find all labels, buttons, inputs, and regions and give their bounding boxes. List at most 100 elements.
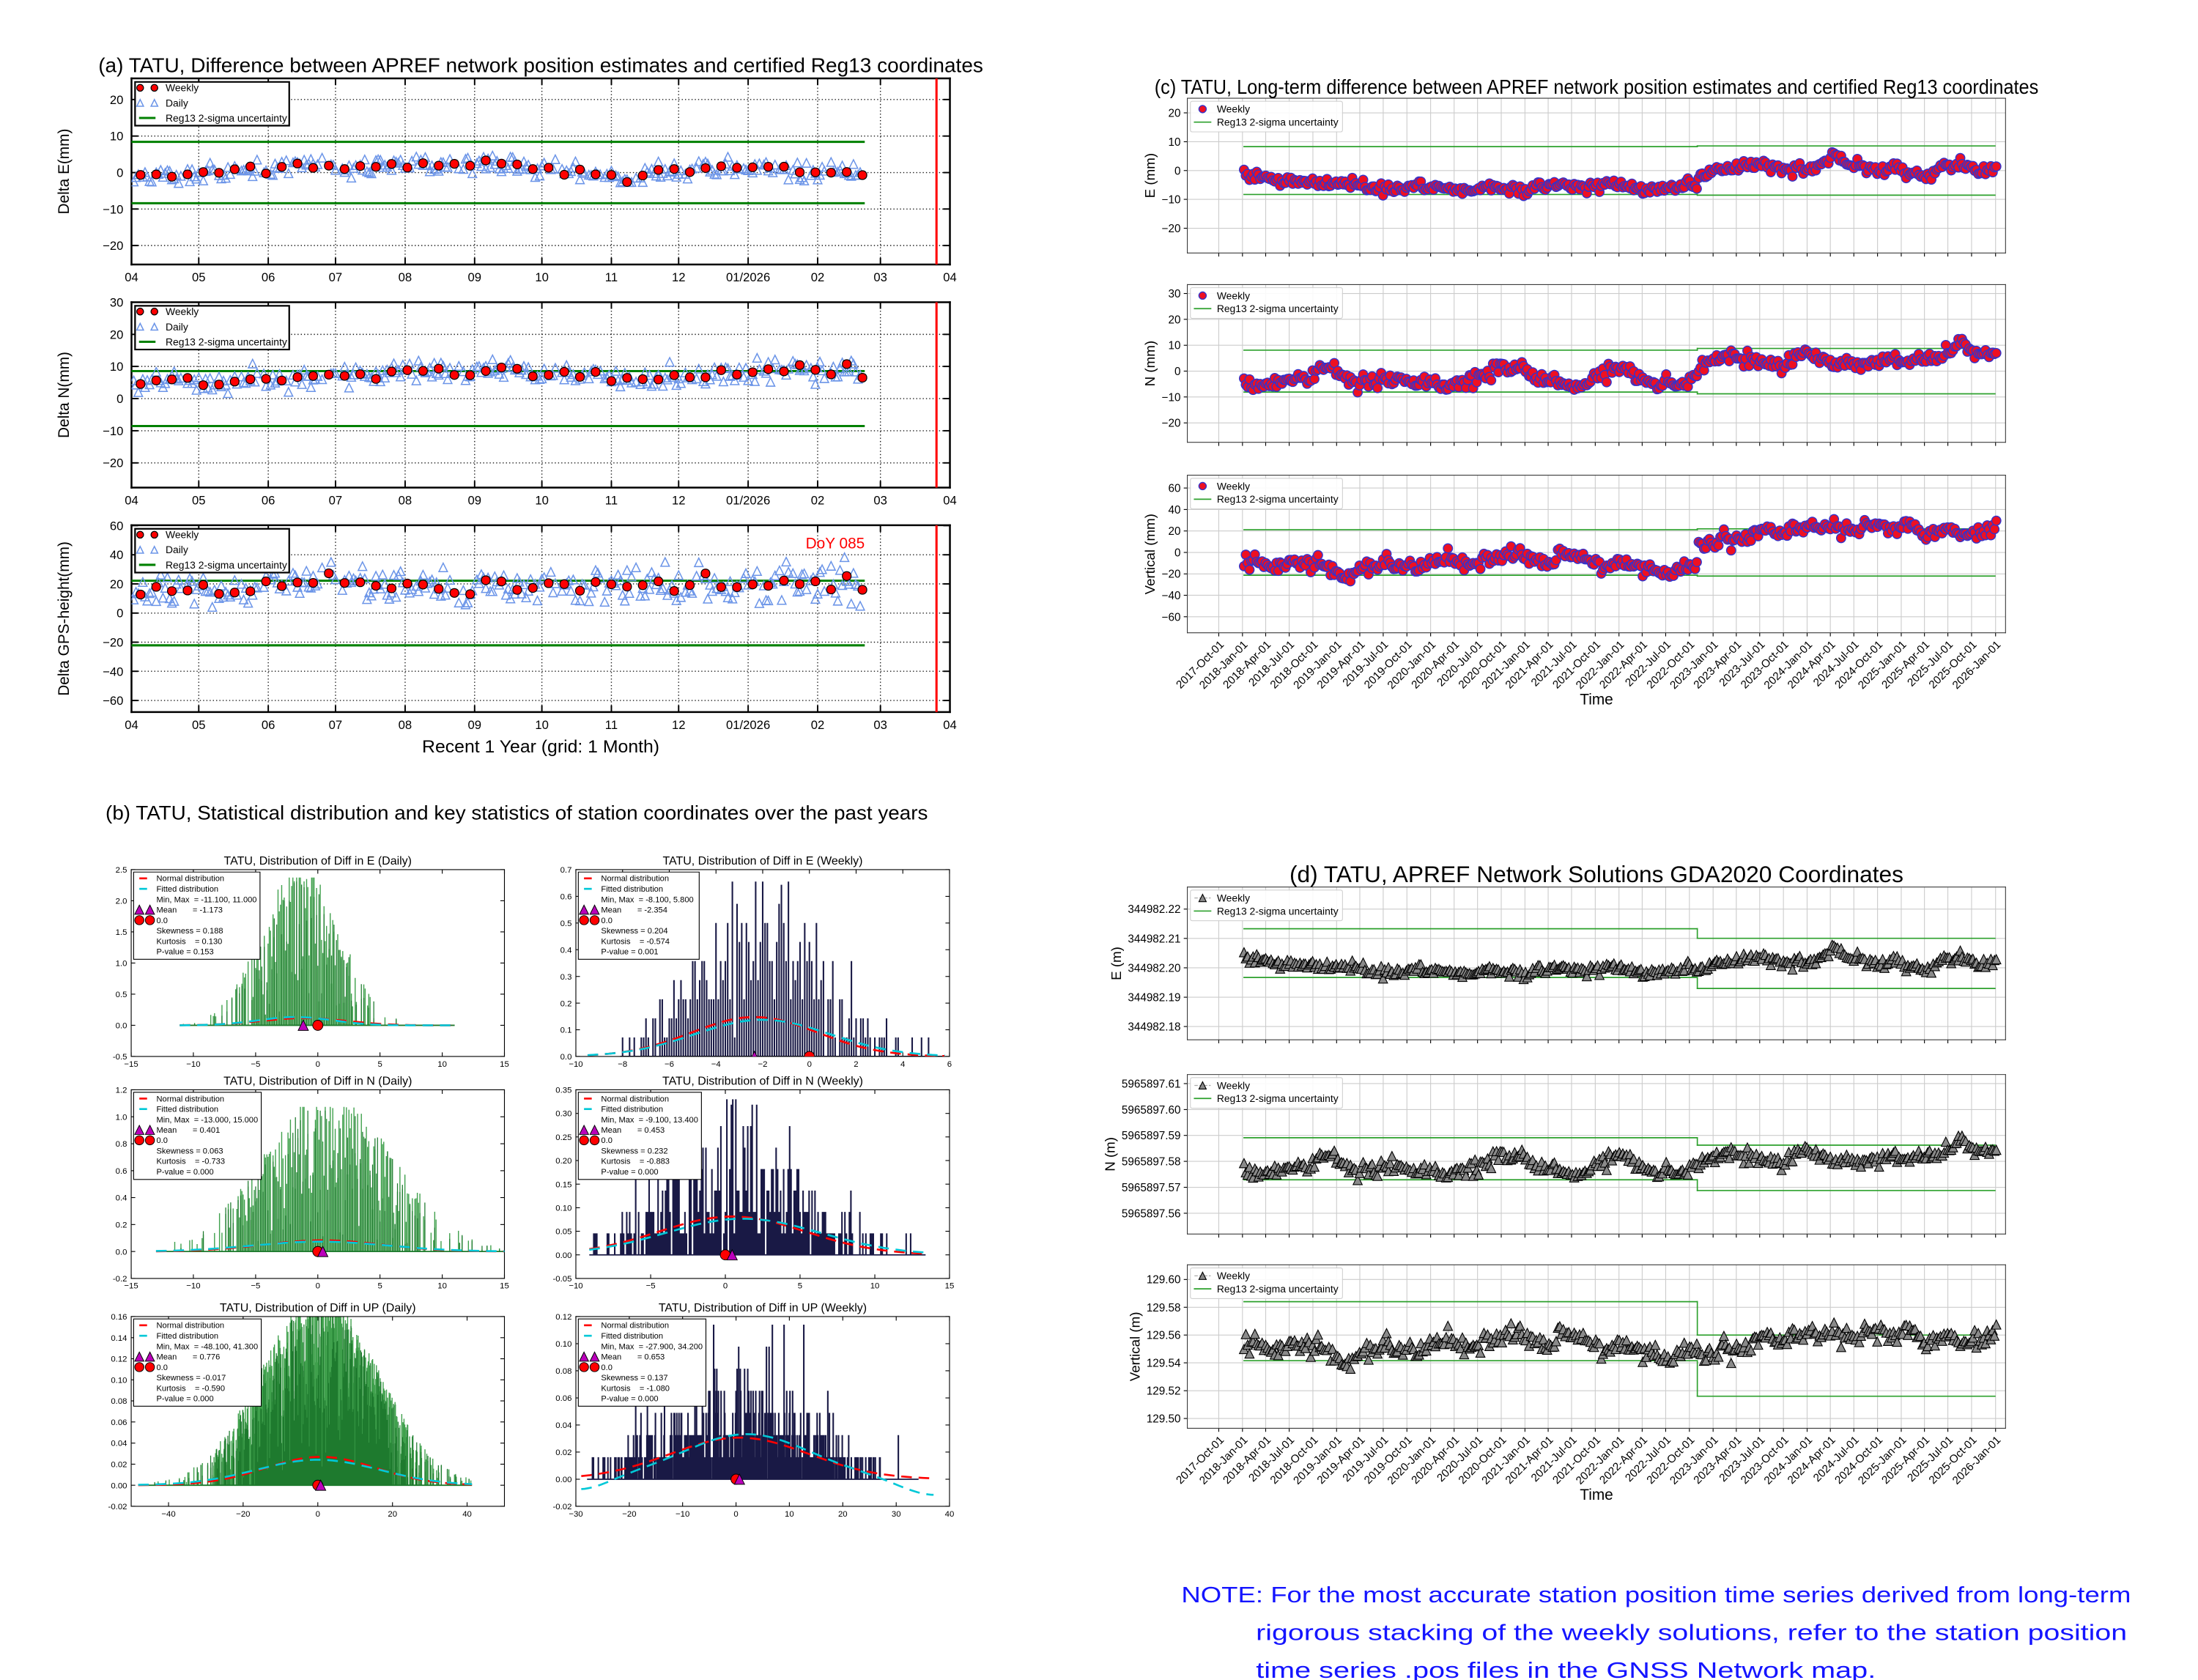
svg-text:0.0: 0.0	[601, 917, 612, 925]
svg-text:Kurtosis = -0.574: Kurtosis = -0.574	[601, 937, 670, 946]
svg-text:0.14: 0.14	[111, 1334, 127, 1343]
svg-text:P-value = 0.001: P-value = 0.001	[601, 947, 658, 956]
svg-text:−40: −40	[161, 1510, 175, 1519]
svg-text:Kurtosis = -0.733: Kurtosis = -0.733	[157, 1158, 226, 1166]
svg-text:0.08: 0.08	[555, 1367, 571, 1376]
svg-text:TATU, Distribution of Diff in: TATU, Distribution of Diff in N (Weekly)	[662, 1076, 863, 1088]
svg-text:Fitted distribution: Fitted distribution	[601, 1332, 663, 1341]
svg-text:0.00: 0.00	[555, 1476, 571, 1484]
svg-text:Reg13 2-sigma uncertainty: Reg13 2-sigma uncertainty	[1217, 1092, 1339, 1104]
svg-text:02: 02	[811, 494, 825, 508]
svg-text:Mean = 0.453: Mean = 0.453	[601, 1126, 665, 1135]
svg-text:Weekly: Weekly	[1217, 103, 1250, 115]
svg-text:10: 10	[535, 494, 549, 508]
svg-text:02: 02	[811, 270, 825, 284]
svg-text:0.4: 0.4	[116, 1194, 127, 1203]
svg-text:−20: −20	[103, 456, 123, 470]
svg-text:N (mm): N (mm)	[1142, 341, 1158, 386]
svg-text:20: 20	[110, 577, 124, 591]
svg-text:05: 05	[192, 718, 206, 732]
svg-text:5: 5	[377, 1282, 382, 1291]
svg-text:−5: −5	[646, 1282, 656, 1291]
svg-text:0.6: 0.6	[560, 892, 572, 901]
svg-text:0.0: 0.0	[157, 1363, 168, 1372]
svg-text:6: 6	[947, 1060, 952, 1069]
svg-text:Normal distribution: Normal distribution	[601, 1095, 669, 1103]
svg-text:Reg13 2-sigma uncertainty: Reg13 2-sigma uncertainty	[1217, 116, 1339, 128]
svg-text:rigorous stacking of the weekl: rigorous stacking of the weekly solution…	[1256, 1620, 2127, 1645]
svg-text:−40: −40	[1162, 590, 1181, 602]
svg-text:11: 11	[605, 494, 618, 508]
svg-text:Skewness = 0.204: Skewness = 0.204	[601, 927, 667, 936]
svg-text:0.12: 0.12	[111, 1355, 127, 1364]
svg-text:1.0: 1.0	[116, 960, 127, 969]
svg-text:10: 10	[535, 718, 549, 732]
svg-text:09: 09	[468, 718, 482, 732]
svg-text:12: 12	[672, 494, 686, 508]
svg-text:0.00: 0.00	[555, 1251, 571, 1260]
svg-text:Reg13 2-sigma uncertainty: Reg13 2-sigma uncertainty	[166, 336, 287, 347]
svg-text:0.0: 0.0	[157, 1136, 168, 1145]
svg-text:Normal distribution: Normal distribution	[157, 1095, 225, 1103]
svg-text:−10: −10	[676, 1510, 689, 1519]
svg-text:(d) TATU, APREF Network Soluti: (d) TATU, APREF Network Solutions GDA202…	[1289, 862, 1903, 887]
svg-text:10: 10	[1169, 136, 1181, 149]
svg-text:0.1: 0.1	[560, 1026, 572, 1035]
svg-text:08: 08	[399, 494, 412, 508]
svg-text:0: 0	[316, 1060, 320, 1069]
svg-text:−10: −10	[103, 424, 123, 438]
svg-text:0: 0	[1174, 366, 1181, 378]
svg-text:0.3: 0.3	[560, 973, 572, 982]
svg-text:Kurtosis = -0.883: Kurtosis = -0.883	[601, 1158, 670, 1166]
svg-text:0.2: 0.2	[560, 999, 572, 1008]
svg-text:04: 04	[943, 494, 957, 508]
svg-text:Min, Max = -8.100, 5.800: Min, Max = -8.100, 5.800	[601, 895, 693, 904]
svg-text:−15: −15	[124, 1282, 138, 1291]
svg-text:0.6: 0.6	[116, 1167, 127, 1176]
svg-text:40: 40	[945, 1510, 955, 1519]
svg-text:5965897.57: 5965897.57	[1122, 1182, 1181, 1194]
svg-text:0.4: 0.4	[560, 946, 572, 955]
svg-text:04: 04	[943, 718, 957, 732]
svg-text:01/2026: 01/2026	[726, 718, 770, 732]
svg-text:0.0: 0.0	[560, 1053, 572, 1062]
svg-text:344982.22: 344982.22	[1128, 903, 1180, 916]
svg-text:Skewness = 0.063: Skewness = 0.063	[157, 1147, 223, 1156]
svg-text:Mean = 0.401: Mean = 0.401	[157, 1126, 221, 1135]
svg-text:−20: −20	[1162, 223, 1181, 235]
svg-text:Reg13 2-sigma uncertainty: Reg13 2-sigma uncertainty	[166, 112, 287, 124]
svg-text:Normal distribution: Normal distribution	[601, 1322, 669, 1331]
svg-text:0: 0	[116, 392, 123, 406]
svg-text:5965897.60: 5965897.60	[1122, 1104, 1181, 1117]
svg-text:0.06: 0.06	[111, 1418, 127, 1427]
svg-text:09: 09	[468, 494, 482, 508]
svg-text:10: 10	[110, 130, 124, 144]
svg-text:129.54: 129.54	[1147, 1358, 1181, 1370]
svg-text:−60: −60	[103, 694, 123, 708]
svg-text:Daily: Daily	[166, 544, 188, 555]
svg-text:12: 12	[672, 718, 686, 732]
svg-text:0: 0	[116, 166, 123, 180]
svg-text:0.5: 0.5	[116, 991, 127, 999]
svg-text:12: 12	[672, 270, 686, 284]
svg-text:-0.02: -0.02	[552, 1503, 571, 1511]
svg-text:01/2026: 01/2026	[726, 494, 770, 508]
svg-text:0.35: 0.35	[555, 1087, 571, 1095]
svg-text:Kurtosis = 0.130: Kurtosis = 0.130	[157, 937, 223, 946]
svg-text:0.02: 0.02	[111, 1461, 127, 1470]
svg-text:0.0: 0.0	[601, 1136, 612, 1145]
svg-text:-0.5: -0.5	[113, 1053, 127, 1062]
svg-text:P-value = 0.000: P-value = 0.000	[601, 1168, 658, 1177]
svg-text:Reg13 2-sigma uncertainty: Reg13 2-sigma uncertainty	[1217, 303, 1339, 314]
svg-text:NOTE: For the most accurate st: NOTE: For the most accurate station posi…	[1181, 1583, 2131, 1607]
svg-text:Weekly: Weekly	[1217, 892, 1250, 904]
svg-text:0.10: 0.10	[555, 1340, 571, 1349]
svg-text:−10: −10	[569, 1282, 582, 1291]
svg-text:10: 10	[785, 1510, 794, 1519]
svg-text:Fitted distribution: Fitted distribution	[157, 885, 219, 894]
svg-text:Fitted distribution: Fitted distribution	[601, 1106, 663, 1114]
svg-text:Daily: Daily	[166, 97, 188, 108]
svg-text:DoY 085: DoY 085	[806, 536, 865, 552]
svg-text:08: 08	[399, 718, 412, 732]
svg-text:−20: −20	[622, 1510, 636, 1519]
